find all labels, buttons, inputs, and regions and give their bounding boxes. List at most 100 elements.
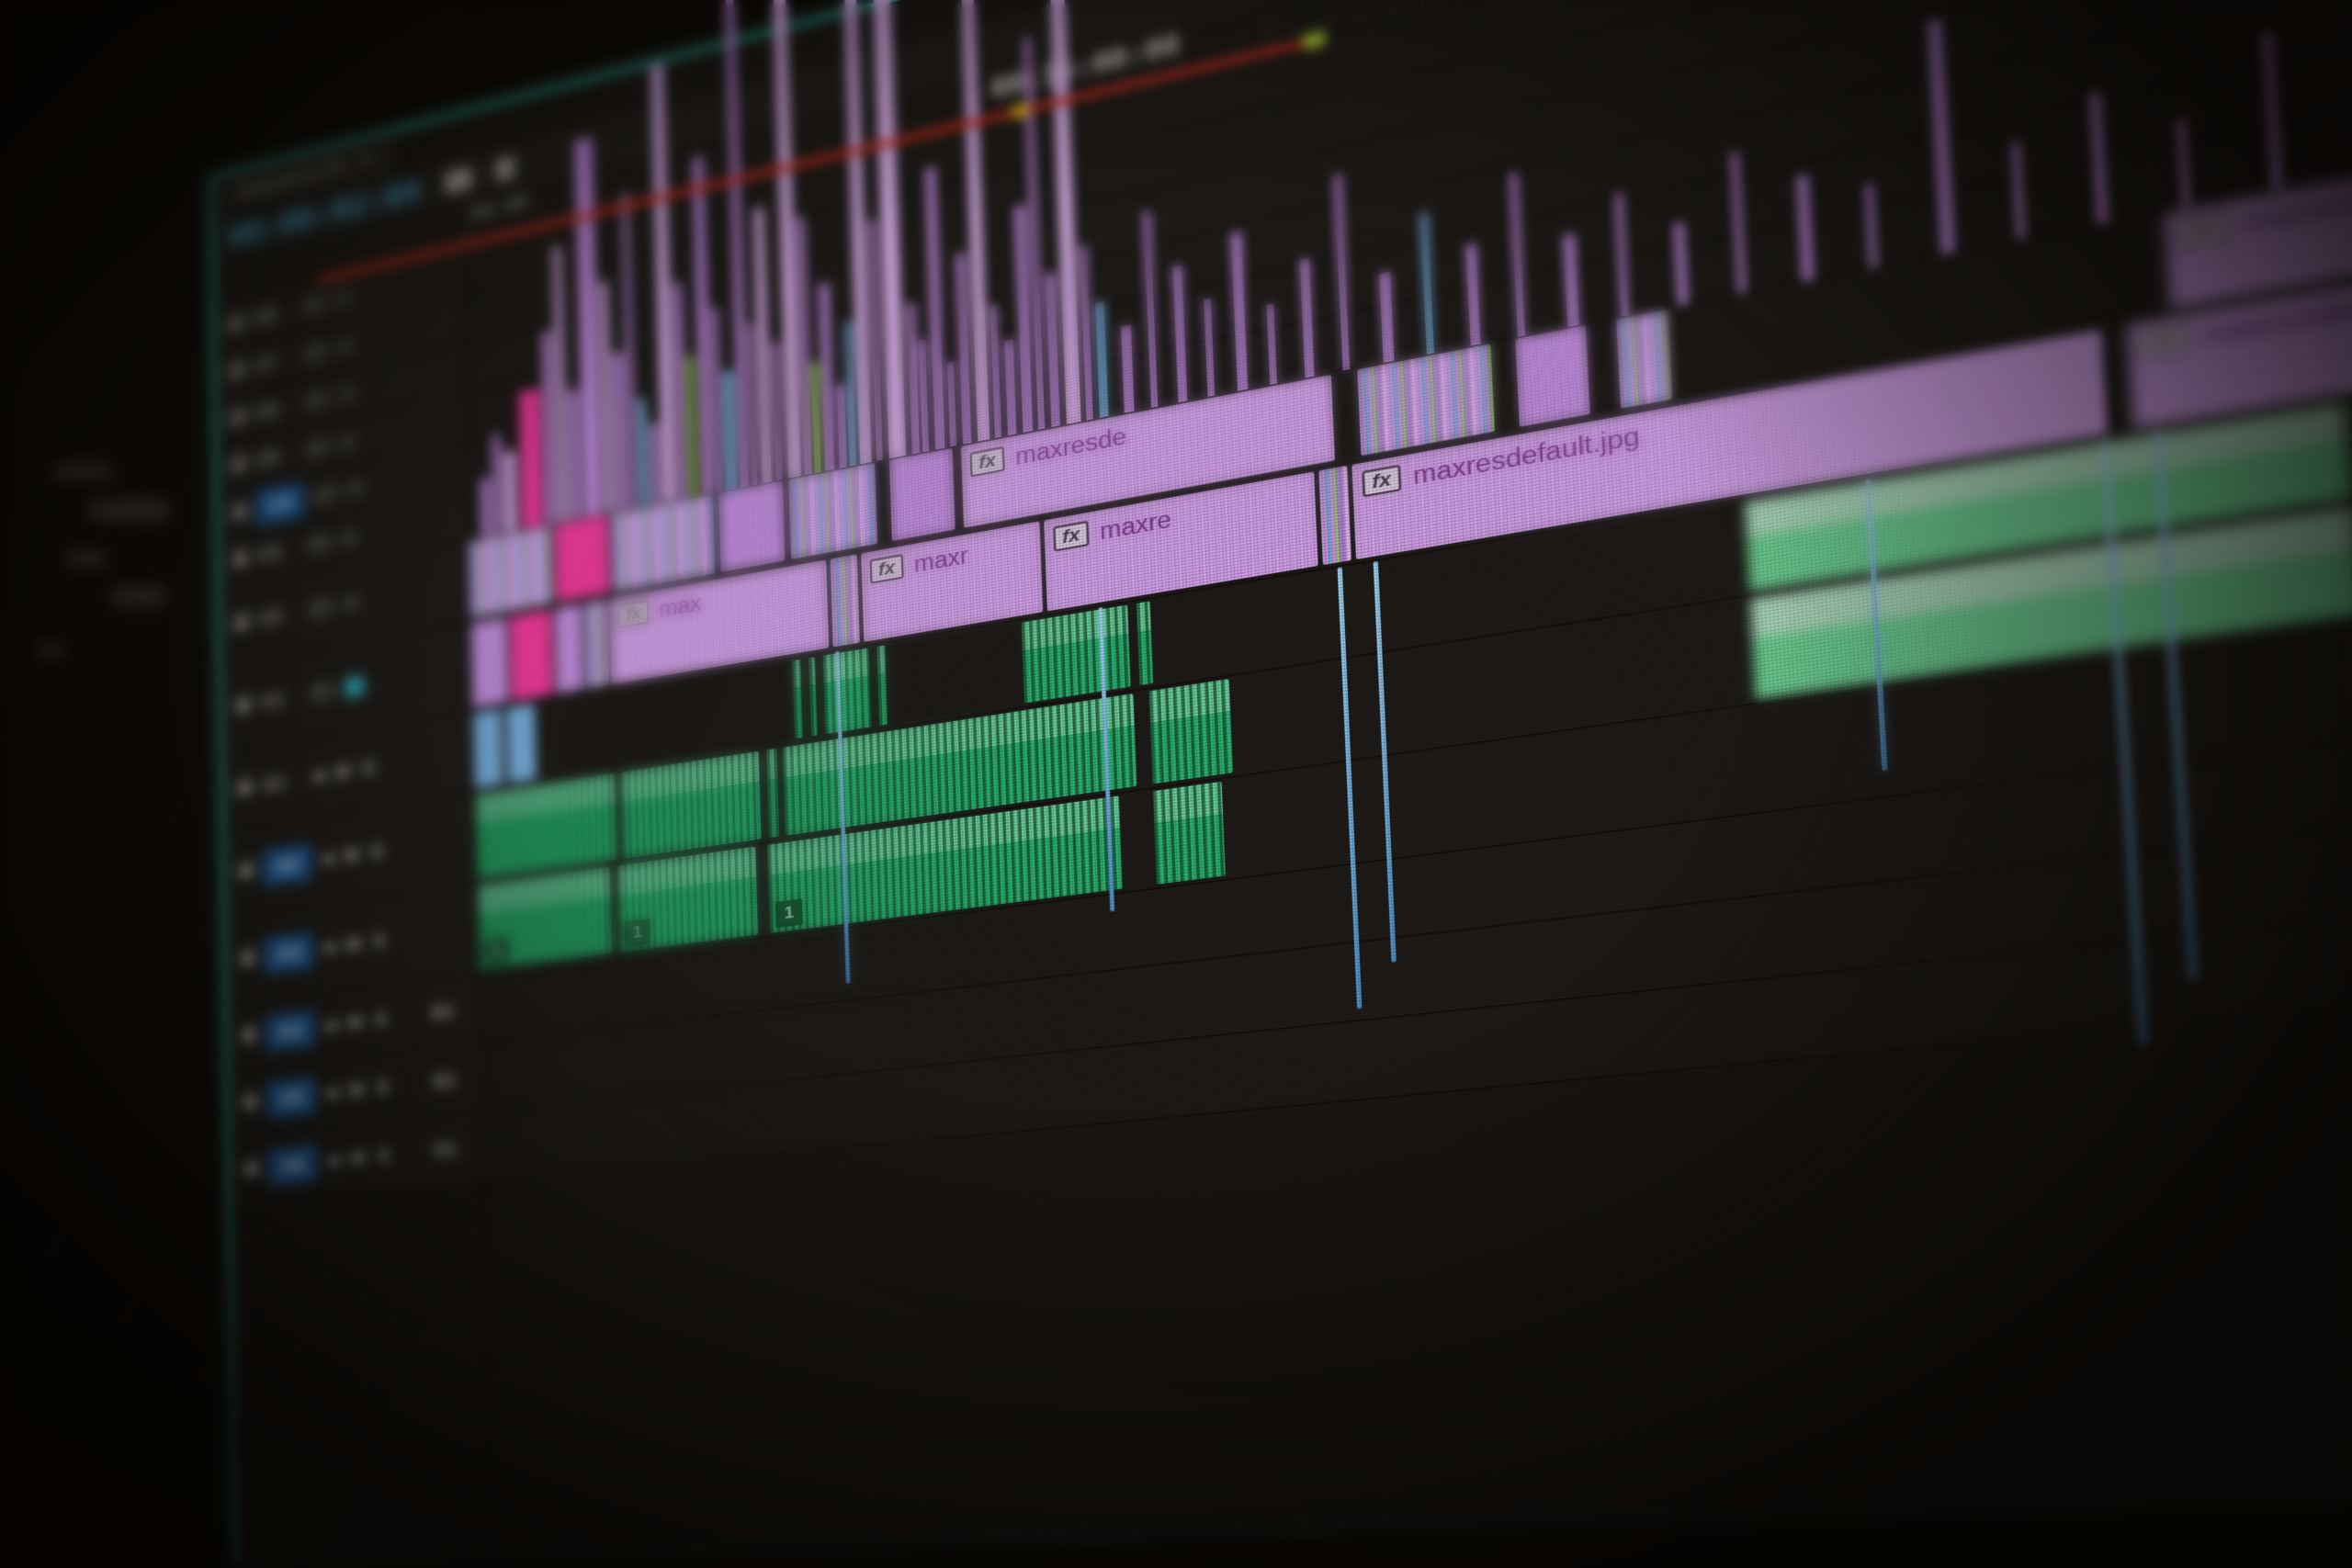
clip[interactable] [718,480,786,572]
track-toggle-icon[interactable] [338,337,353,355]
clip[interactable] [470,617,508,708]
track-toggle-icon[interactable] [339,385,354,403]
lock-icon[interactable] [243,1095,258,1110]
clip[interactable] [472,709,503,789]
mute-button[interactable]: M [346,1010,365,1034]
solo-button[interactable]: S [372,929,387,953]
clip[interactable] [611,494,716,592]
clip[interactable] [888,448,956,542]
mute-button[interactable]: M [349,1146,368,1170]
track-output-eye-icon[interactable] [303,342,329,364]
track-toggle-icon[interactable] [342,529,357,547]
track-output-eye-icon[interactable] [304,389,330,412]
clip[interactable] [1021,604,1131,704]
clip[interactable] [876,645,888,727]
mute-button[interactable]: M [345,932,363,956]
track-toggle-icon[interactable] [340,433,356,451]
clip[interactable] [1148,679,1233,784]
lock-icon[interactable] [239,864,254,878]
solo-button[interactable]: S [370,840,385,863]
track-name-A1[interactable]: A1 [261,770,287,797]
lock-icon[interactable] [234,615,249,630]
track-output-eye-icon[interactable] [307,533,333,555]
track-name-V8[interactable]: V8 [253,303,277,331]
track-output-eye-icon[interactable] [302,294,328,317]
solo-button[interactable]: S [375,1076,390,1100]
clip[interactable] [1136,601,1154,686]
speaker-icon[interactable] [327,1155,340,1168]
track-output-eye-icon[interactable] [312,484,338,505]
clip[interactable] [822,648,872,735]
settings-wrench-icon[interactable] [444,165,472,195]
clip[interactable] [1616,310,1673,409]
output-assignment-label[interactable]: S1 [430,999,455,1025]
snap-magnet-icon[interactable] [495,155,514,182]
sync-lock-icon[interactable] [345,676,364,698]
clip[interactable] [620,750,762,859]
track-name-A5[interactable]: A5 [266,1077,316,1118]
clip[interactable] [584,599,609,689]
lock-icon[interactable] [232,457,246,473]
mute-button[interactable]: M [343,843,361,867]
solo-button[interactable]: S [374,1008,389,1032]
ruler-tick [818,141,820,155]
clip[interactable]: 1 [477,866,612,970]
clip[interactable] [788,463,878,560]
track-toggle-icon[interactable] [344,593,358,612]
output-assignment-label[interactable]: S1 [432,1068,457,1093]
lock-icon[interactable] [240,952,255,966]
track-name-A4[interactable]: A4 [266,1010,314,1052]
lock-icon[interactable] [230,363,244,378]
clip[interactable]: 1 [616,846,759,953]
lock-icon[interactable] [237,781,252,795]
output-assignment-label[interactable]: S1 [433,1137,458,1162]
lock-icon[interactable] [232,552,248,568]
clip[interactable] [469,525,553,618]
clip[interactable] [554,514,610,603]
clip[interactable] [792,659,803,739]
track-name-V2[interactable]: V2 [258,604,282,631]
clip[interactable] [554,604,584,694]
speaker-icon[interactable] [324,1019,337,1032]
lock-icon[interactable] [232,505,247,520]
solo-button[interactable]: S [377,1144,391,1168]
track-name-A3[interactable]: A3 [264,932,312,974]
track-name-V3[interactable]: V3 [256,540,281,568]
clip[interactable] [830,554,860,648]
timeline-panel: Sequence 01 ≡ 00:06:02:04 00:00 00:15:00… [209,0,2352,1562]
clip[interactable] [808,657,818,737]
track-name-A6[interactable]: A6 [268,1145,317,1185]
track-name-V7[interactable]: V7 [253,350,277,378]
track-name-A2[interactable]: A2 [263,844,311,886]
track-toggle-icon[interactable] [348,479,363,498]
track-name-V5[interactable]: V5 [254,445,279,472]
mute-button[interactable]: M [348,1078,366,1102]
clip[interactable] [509,609,553,702]
clip[interactable] [506,704,537,784]
lock-icon[interactable] [231,411,245,425]
speaker-icon[interactable] [321,852,334,867]
clip[interactable] [474,773,617,879]
track-output-eye-icon[interactable] [308,597,334,619]
speaker-icon[interactable] [322,941,335,955]
lock-icon[interactable] [235,699,250,714]
track-toggle-icon[interactable] [337,289,352,308]
lock-icon[interactable] [244,1162,259,1177]
solo-button[interactable]: S [361,756,376,780]
ruler-tick [766,153,768,167]
clip[interactable] [1152,781,1226,885]
lock-icon[interactable] [229,316,243,332]
track-output-eye-icon[interactable] [305,437,331,459]
clip[interactable] [1318,465,1351,566]
speaker-icon[interactable] [325,1087,338,1100]
track-name-V4[interactable]: V4 [255,482,304,526]
panel-menu-icon[interactable]: ≡ [358,143,373,175]
track-output-eye-icon[interactable] [310,682,335,703]
lock-icon[interactable] [242,1029,256,1043]
speaker-icon[interactable] [312,770,325,784]
clip[interactable] [766,748,780,839]
track-name-V1[interactable]: V1 [259,687,284,715]
track-name-V6[interactable]: V6 [254,397,278,425]
clip[interactable] [1515,325,1590,427]
mute-button[interactable]: M [334,760,352,784]
